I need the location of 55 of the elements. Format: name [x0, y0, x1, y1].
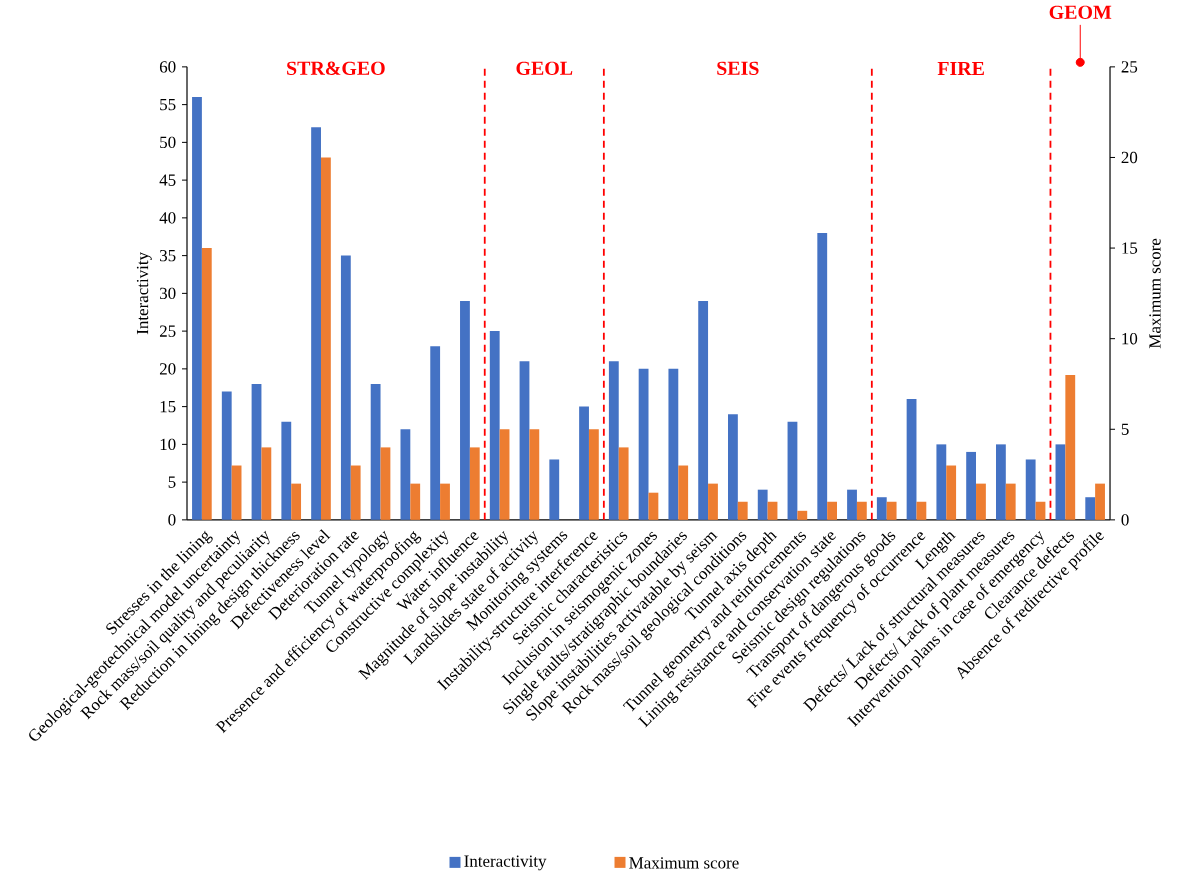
bar: [340, 255, 351, 520]
y-tick-label: 50: [160, 136, 176, 149]
bar: [728, 414, 738, 520]
y-tick-label: 5: [168, 476, 176, 488]
bar: [668, 368, 679, 520]
legend-label: Interactivity: [464, 855, 547, 871]
y-tick-label: 25: [159, 325, 176, 337]
y-tick-label: 60: [159, 61, 176, 73]
bar: [817, 233, 828, 520]
y2-tick-label: 25: [1121, 61, 1138, 73]
bar: [906, 399, 917, 520]
y-tick-label: 55: [160, 99, 176, 111]
bar: [221, 391, 232, 520]
y-tick-label: 45: [159, 174, 176, 186]
y2-tick-label: 20: [1121, 151, 1138, 164]
bar: [1035, 501, 1046, 520]
bar: [430, 346, 441, 520]
annotation: STR&GEO: [287, 61, 385, 76]
bar: [737, 501, 748, 520]
annotation: SEIS: [717, 61, 759, 76]
y-tick-label: 30: [160, 287, 176, 300]
y-tick-label: 40: [159, 212, 176, 224]
y2-tick-label: 10: [1122, 333, 1138, 345]
bar: [995, 444, 1006, 520]
bar: [608, 361, 619, 520]
y2-tick-label: 5: [1121, 423, 1129, 435]
y2-tick-label: 0: [1121, 514, 1129, 526]
y-tick-label: 0: [168, 514, 176, 526]
y2-axis-title: Maximum score: [1149, 238, 1161, 349]
bar: [460, 300, 470, 520]
bar: [440, 483, 450, 520]
bar: [350, 465, 361, 520]
annotation: GEOL: [516, 61, 573, 76]
bar: [1025, 459, 1036, 520]
annotation: FIRE: [937, 62, 984, 76]
legend-label: Maximum score: [629, 857, 739, 869]
bar: [489, 331, 500, 520]
y2-tick-label: 15: [1122, 242, 1138, 254]
y-tick-label: 35: [160, 249, 176, 262]
y-tick-label: 15: [160, 401, 176, 413]
y-tick-label: 20: [159, 363, 176, 375]
bar: [638, 368, 649, 520]
bar: [648, 492, 659, 520]
bar: [281, 421, 292, 520]
bar: [916, 501, 927, 520]
bar: [708, 483, 718, 520]
bar: [400, 429, 411, 520]
bar: [797, 510, 808, 520]
text: GEOM: [1049, 5, 1112, 20]
bar: [787, 421, 798, 520]
bar: [698, 300, 709, 520]
bar: [827, 501, 837, 520]
y-axis-title: Interactivity: [136, 252, 152, 335]
bar: [549, 459, 560, 520]
y-tick-label: 10: [160, 438, 176, 451]
